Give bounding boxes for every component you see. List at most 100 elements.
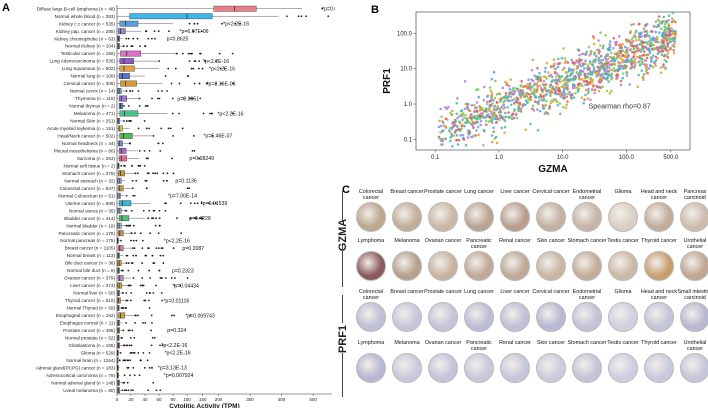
scatter-point — [664, 37, 667, 41]
tissue-label: Pancreatic cancer — [466, 340, 492, 352]
scatter-point — [661, 50, 664, 53]
scatter-point — [652, 61, 656, 65]
scatter-point — [491, 121, 494, 125]
scatter-point — [632, 44, 635, 48]
scatter-point — [495, 92, 499, 96]
outlier-point — [159, 277, 162, 279]
scatter-point — [562, 89, 566, 93]
scatter-point — [598, 85, 601, 89]
scatter-point — [469, 116, 473, 119]
category-label: Bile duct cancer (n = 36) — [65, 261, 115, 266]
outlier-point — [188, 60, 191, 63]
outlier-point — [155, 247, 158, 250]
p-value-label: *p=0.01116 — [163, 298, 189, 304]
scatter-point — [538, 84, 542, 88]
scatter-point — [635, 44, 639, 47]
outlier-point — [151, 366, 153, 369]
scatter-point — [498, 118, 501, 121]
scatter-point — [594, 58, 598, 61]
scatter-point — [566, 74, 569, 77]
scatter-point — [606, 76, 609, 79]
outlier-point — [142, 322, 144, 324]
scatter-point — [594, 70, 597, 74]
scatter-point — [466, 108, 470, 111]
scatter-point — [483, 116, 487, 120]
scatter-point — [484, 123, 488, 127]
scatter-point — [487, 120, 491, 123]
scatter-point — [502, 103, 505, 106]
outlier-point — [166, 90, 168, 92]
scatter-point — [618, 52, 621, 56]
p-value-label: p=0.2323 — [172, 268, 194, 274]
scatter-point — [633, 64, 637, 67]
outlier-point — [136, 172, 139, 175]
outlier-point — [214, 202, 217, 205]
scatter-point — [642, 78, 645, 82]
category-label: Normal prostate (n = 52) — [65, 335, 115, 340]
scatter-point — [608, 63, 612, 67]
scatter-point — [559, 112, 562, 116]
scatter-point — [610, 77, 613, 81]
scatter-point — [544, 66, 547, 70]
scatter-point — [512, 92, 516, 96]
scatter-point — [657, 24, 661, 28]
scatter-point — [618, 54, 621, 58]
scatter-point — [485, 110, 488, 113]
scatter-point — [572, 78, 576, 82]
scatter-point — [555, 85, 558, 89]
scatter-point — [660, 40, 664, 44]
scatter-point — [643, 53, 646, 57]
p-value-label: p=0.1136 — [175, 179, 197, 185]
scatter-point — [525, 93, 528, 96]
outlier-point — [137, 90, 140, 92]
scatter-point — [605, 78, 609, 81]
scatter-point — [541, 104, 545, 107]
scatter-point — [650, 56, 654, 60]
scatter-point — [570, 77, 573, 81]
scatter-point — [625, 40, 629, 44]
scatter-point — [550, 80, 553, 83]
outlier-point — [189, 217, 192, 220]
scatter-point — [658, 31, 661, 34]
scatter-point — [451, 120, 455, 124]
outlier-point — [141, 262, 144, 264]
scatter-point — [473, 103, 476, 107]
box — [118, 245, 124, 252]
scatter-point — [670, 17, 674, 20]
scatter-point — [504, 115, 508, 119]
scatter-point — [502, 95, 506, 99]
scatter-point — [604, 67, 607, 71]
outlier-point — [125, 292, 128, 294]
scatter-point — [566, 75, 569, 79]
scatter-point — [581, 69, 585, 73]
scatter-point — [650, 39, 653, 42]
box — [118, 103, 123, 109]
scatter-point — [460, 127, 463, 130]
scatter-point — [577, 77, 581, 81]
scatter-point — [615, 51, 619, 55]
scatter-point — [578, 72, 581, 76]
scatter-point — [629, 44, 633, 48]
tissue-label: Thyroid cancer — [641, 340, 677, 346]
scatter-point — [669, 33, 672, 37]
scatter-point — [568, 79, 572, 83]
scatter-point — [663, 22, 667, 26]
scatter-point — [565, 103, 568, 107]
scatter-point — [645, 53, 648, 57]
scatter-point — [453, 131, 457, 134]
scatter-point — [646, 47, 649, 51]
scatter-point — [594, 58, 598, 61]
scatter-point — [488, 100, 492, 103]
x-tick-label: 80 — [170, 397, 176, 402]
scatter-point — [454, 123, 457, 127]
scatter-point — [468, 121, 471, 125]
scatter-point — [598, 67, 602, 71]
scatter-point — [473, 122, 477, 125]
outlier-point — [127, 105, 130, 107]
scatter-point — [509, 103, 513, 107]
outlier-point — [153, 30, 156, 33]
scatter-point — [610, 63, 614, 67]
outlier-point — [145, 157, 148, 160]
scatter-point — [566, 78, 569, 82]
scatter-point — [576, 90, 580, 93]
